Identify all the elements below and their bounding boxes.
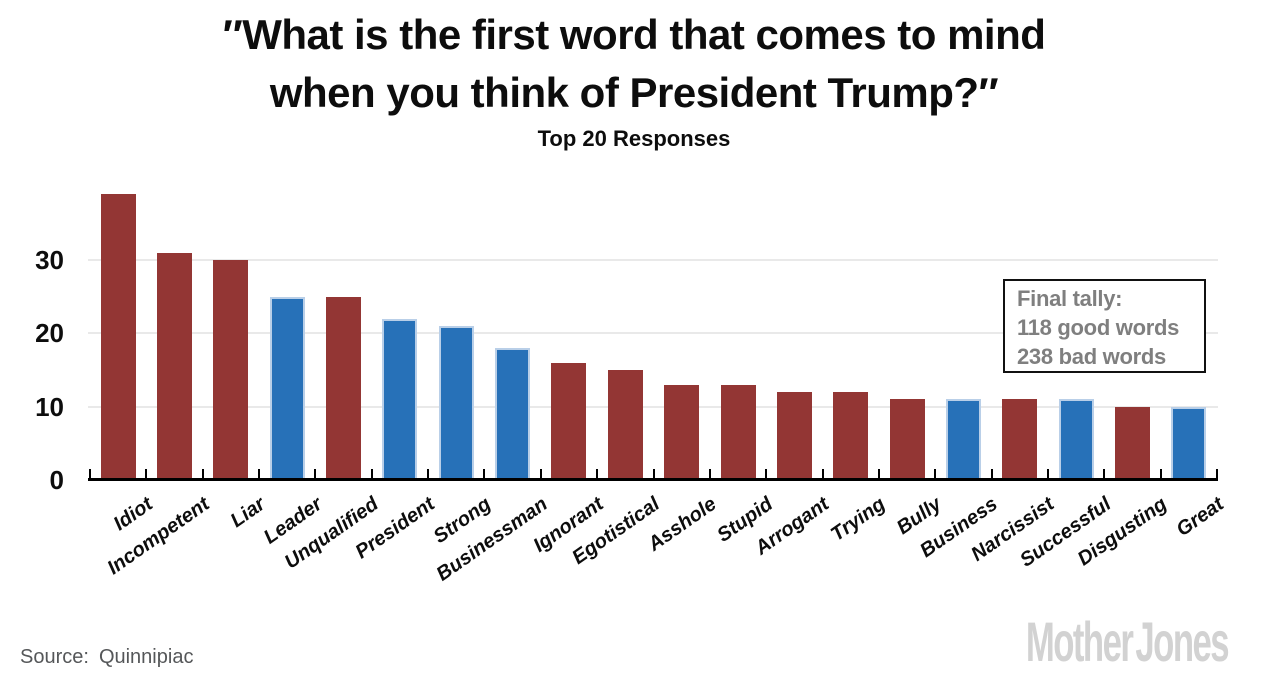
x-axis-tick bbox=[821, 469, 824, 478]
bar-idiot bbox=[100, 194, 136, 480]
chart-title-line-1: ″What is the first word that comes to mi… bbox=[222, 11, 1046, 58]
logo-mother: Mother bbox=[1025, 610, 1134, 673]
x-tick-label-incompetent: Incompetent bbox=[103, 493, 214, 580]
gridline-30 bbox=[88, 259, 1218, 261]
x-axis-tick bbox=[370, 469, 373, 478]
final-tally-bad-words: 238 bad words bbox=[1017, 344, 1166, 369]
final-tally-annotation: Final tally: 118 good words 238 bad word… bbox=[1003, 279, 1206, 373]
bar-businessman bbox=[495, 348, 531, 480]
x-axis-tick bbox=[483, 469, 486, 478]
x-axis-tick bbox=[539, 469, 542, 478]
chart-subtitle: Top 20 Responses bbox=[537, 126, 731, 151]
y-tick-label-20: 20 bbox=[35, 318, 64, 349]
x-axis-tick bbox=[1046, 469, 1049, 478]
source-line: Source: Quinnipiac bbox=[20, 646, 193, 669]
bar-leader bbox=[269, 296, 305, 480]
x-axis-tick bbox=[145, 469, 148, 478]
x-axis-tick bbox=[652, 469, 655, 478]
title-block: ″What is the first word that comes to mi… bbox=[0, 6, 1268, 152]
x-axis-tick bbox=[201, 469, 204, 478]
bar-disgusting bbox=[1114, 406, 1150, 480]
x-axis-tick bbox=[990, 469, 993, 478]
x-axis-line bbox=[88, 478, 1218, 481]
final-tally-title: Final tally: bbox=[1017, 286, 1123, 311]
x-axis-tick bbox=[427, 469, 430, 478]
x-axis-tick bbox=[934, 469, 937, 478]
bar-egotistical bbox=[607, 370, 643, 480]
x-axis-tick bbox=[314, 469, 317, 478]
bar-narcissist bbox=[1002, 399, 1038, 480]
gridline-10 bbox=[88, 405, 1218, 408]
bar-strong bbox=[438, 326, 474, 480]
bar-ignorant bbox=[551, 362, 587, 480]
bar-incompetent bbox=[157, 252, 193, 480]
bar-successful bbox=[1058, 399, 1094, 480]
source-label: Source: bbox=[20, 646, 89, 668]
x-tick-label-trying: Trying bbox=[826, 493, 890, 546]
bar-trying bbox=[833, 392, 869, 480]
bar-unqualified bbox=[326, 296, 362, 480]
x-axis-tick bbox=[765, 469, 768, 478]
bar-arrogant bbox=[776, 392, 812, 480]
y-tick-label-30: 30 bbox=[35, 245, 64, 275]
x-tick-label-great: Great bbox=[1172, 493, 1228, 541]
y-tick-label-10: 10 bbox=[35, 391, 64, 422]
source-value: Quinnipiac bbox=[98, 646, 194, 668]
bar-president bbox=[382, 318, 418, 480]
chart-title-line-2: when you think of President Trump?″ bbox=[269, 69, 999, 116]
x-axis-tick bbox=[877, 469, 880, 478]
gridline-20 bbox=[88, 332, 1218, 335]
bar-stupid bbox=[720, 384, 756, 480]
bar-liar bbox=[213, 260, 249, 480]
x-axis-tick bbox=[258, 469, 261, 478]
bar-asshole bbox=[664, 384, 700, 480]
bar-business bbox=[945, 399, 981, 480]
x-axis-tick bbox=[1103, 469, 1106, 478]
mother-jones-logo: Mother Jones bbox=[1025, 610, 1230, 673]
y-tick-label-0: 0 bbox=[49, 465, 64, 495]
x-axis-tick bbox=[1216, 469, 1218, 478]
x-axis-tick bbox=[1159, 469, 1162, 478]
bar-great bbox=[1171, 406, 1207, 480]
logo-jones: Jones bbox=[1135, 610, 1229, 673]
x-axis-tick bbox=[89, 469, 91, 478]
x-axis-tick bbox=[596, 469, 599, 478]
bar-bully bbox=[889, 399, 925, 480]
x-axis-tick bbox=[708, 469, 711, 478]
final-tally-good-words: 118 good words bbox=[1017, 315, 1180, 340]
